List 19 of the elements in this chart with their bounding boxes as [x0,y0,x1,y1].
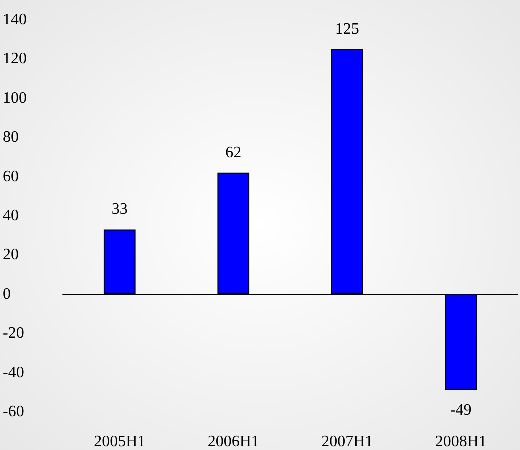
y-tick-label: 120 [3,50,27,68]
data-label: 62 [226,144,242,162]
y-tick-label: 80 [3,129,19,146]
y-tick-label: 140 [3,12,27,28]
x-tick-label: 2008H1 [435,434,487,450]
data-label: -49 [450,402,472,419]
data-label: 33 [112,201,128,218]
x-tick-label: 2006H1 [208,434,260,450]
y-tick-label: 40 [3,208,19,224]
y-tick-label: -40 [3,364,24,382]
y-tick-label: 20 [3,246,19,264]
x-tick-label: 2007H1 [322,434,374,450]
y-tick-label: -60 [3,404,24,420]
data-label: 125 [335,20,360,38]
y-tick-label: 60 [3,168,19,186]
y-tick-label: 100 [3,90,27,107]
x-tick-label: 2005H1 [94,434,146,450]
y-tick-label: -20 [3,325,24,342]
y-tick-label: 0 [3,286,11,303]
